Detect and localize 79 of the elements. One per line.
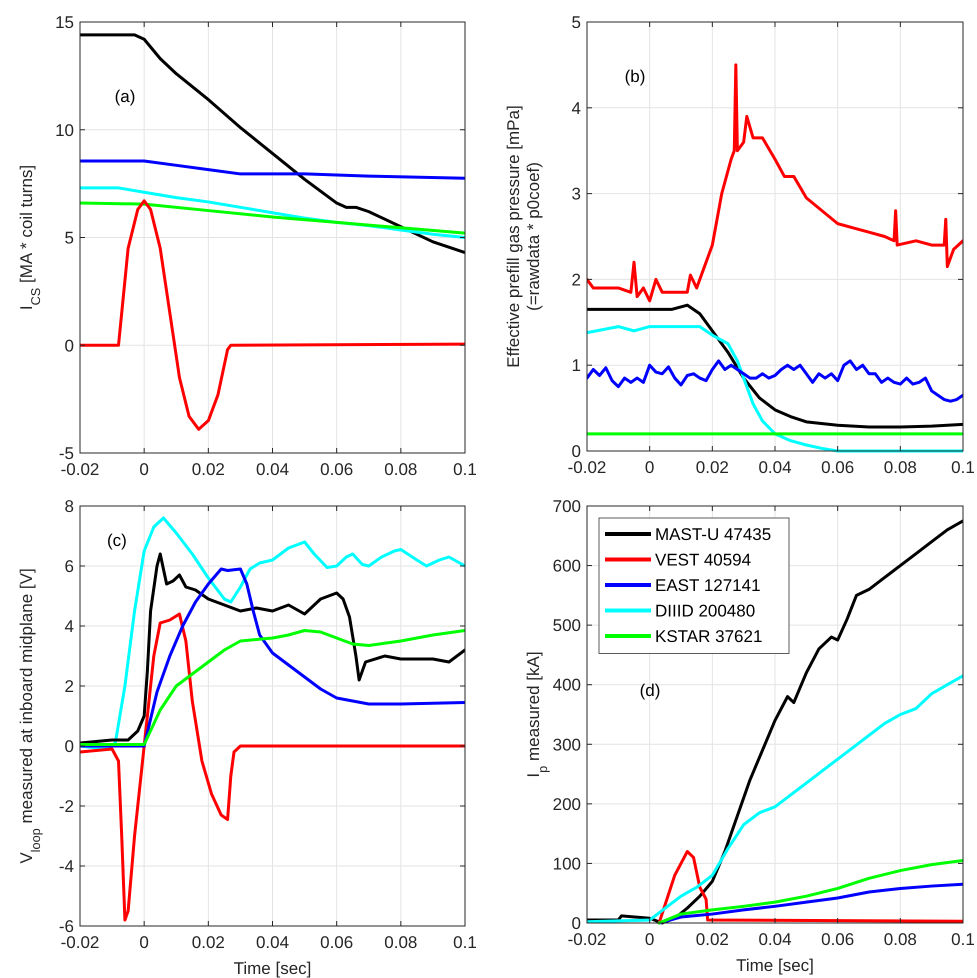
y-tick-label: -2 bbox=[58, 797, 74, 816]
legend-label: VEST 40594 bbox=[655, 550, 752, 570]
x-tick-label: 0.1 bbox=[951, 930, 975, 949]
y-tick-label: 3 bbox=[572, 184, 581, 204]
y-tick-label: 0 bbox=[64, 336, 74, 356]
y-tick-label: 300 bbox=[552, 735, 581, 754]
line-series bbox=[80, 160, 465, 180]
x-tick-label: 0.02 bbox=[192, 933, 225, 952]
y-tick-label: 0 bbox=[572, 442, 581, 461]
y-tick-label: 700 bbox=[552, 497, 581, 516]
line-series bbox=[587, 359, 963, 403]
x-tick-label: 0.06 bbox=[320, 460, 354, 479]
y-tick-label: -4 bbox=[58, 857, 74, 876]
x-axis-title: Time [sec] bbox=[234, 959, 312, 978]
y-axis-title: Effective prefill gas pressure [mPa] (=rawdata * p0coef) bbox=[504, 105, 543, 368]
x-tick-label: -0.02 bbox=[568, 930, 606, 949]
y-tick-label: 4 bbox=[64, 617, 74, 636]
x-tick-label: 0 bbox=[139, 933, 149, 952]
x-tick-label: 0.04 bbox=[256, 460, 290, 479]
line-series bbox=[587, 674, 963, 924]
line-series bbox=[80, 629, 465, 746]
y-tick-label: 5 bbox=[64, 228, 74, 248]
y-tick-label: 10 bbox=[55, 120, 74, 140]
x-tick-label: -0.02 bbox=[60, 933, 100, 952]
x-tick-label: 0.08 bbox=[384, 933, 418, 952]
annotation: (c) bbox=[106, 531, 127, 550]
line-series bbox=[80, 612, 465, 922]
y-tick-label: 2 bbox=[64, 677, 74, 696]
x-tick-label: 0 bbox=[139, 460, 149, 479]
annotation: (b) bbox=[624, 67, 646, 86]
x-tick-label: 0.02 bbox=[192, 460, 225, 479]
y-tick-label: 2 bbox=[572, 270, 581, 290]
legend-label: DIIID 200480 bbox=[655, 602, 756, 620]
x-tick-label: 0 bbox=[644, 458, 654, 477]
x-tick-label: 0.04 bbox=[758, 930, 792, 949]
x-axis-title: Time [sec] bbox=[736, 956, 814, 975]
y-tick-label: 1 bbox=[572, 356, 581, 376]
x-tick-label: 0.02 bbox=[696, 458, 729, 477]
line-series bbox=[80, 199, 465, 431]
legend-label: KSTAR 37621 bbox=[655, 627, 762, 646]
x-tick-label: -0.02 bbox=[60, 460, 100, 479]
legend-label: MAST-U 47435 bbox=[655, 525, 772, 544]
y-tick-label: 100 bbox=[552, 854, 581, 874]
line-series bbox=[587, 325, 963, 452]
x-tick-label: -0.02 bbox=[568, 458, 606, 477]
x-tick-label: 0.08 bbox=[384, 460, 418, 479]
x-tick-label: 0 bbox=[644, 930, 654, 949]
line-series bbox=[80, 33, 465, 254]
annotation: (d) bbox=[640, 681, 660, 700]
y-tick-label: 6 bbox=[64, 557, 74, 576]
legend-label: EAST 127141 bbox=[655, 576, 761, 595]
x-tick-label: 0.06 bbox=[320, 933, 354, 952]
y-tick-label: 400 bbox=[552, 676, 581, 695]
y-tick-label: 4 bbox=[572, 98, 581, 118]
annotation: (a) bbox=[114, 87, 136, 106]
x-tick-label: 0.06 bbox=[821, 930, 854, 949]
y-tick-label: 0 bbox=[64, 737, 74, 756]
y-tick-label: 200 bbox=[552, 794, 581, 814]
x-tick-label: 0.1 bbox=[453, 933, 477, 952]
x-tick-label: 0.06 bbox=[821, 458, 854, 477]
y-tick-label: 15 bbox=[55, 13, 74, 32]
x-tick-label: 0.1 bbox=[951, 458, 975, 477]
x-tick-label: 0.04 bbox=[758, 458, 792, 477]
x-tick-label: 0.02 bbox=[696, 930, 729, 949]
x-tick-label: 0.04 bbox=[256, 933, 290, 952]
line-series bbox=[80, 202, 465, 235]
line-series bbox=[587, 304, 963, 428]
line-series bbox=[80, 516, 465, 750]
y-tick-label: -6 bbox=[58, 917, 74, 936]
y-tick-label: 0 bbox=[572, 914, 581, 933]
x-tick-label: 0.1 bbox=[453, 460, 477, 479]
line-series bbox=[587, 63, 963, 302]
y-tick-label: 600 bbox=[552, 556, 581, 576]
x-tick-label: 0.08 bbox=[884, 930, 917, 949]
y-tick-label: 5 bbox=[572, 13, 581, 32]
y-tick-label: -5 bbox=[58, 444, 74, 463]
y-tick-label: 500 bbox=[552, 616, 581, 636]
x-tick-label: 0.08 bbox=[884, 458, 917, 477]
y-tick-label: 8 bbox=[64, 497, 74, 516]
